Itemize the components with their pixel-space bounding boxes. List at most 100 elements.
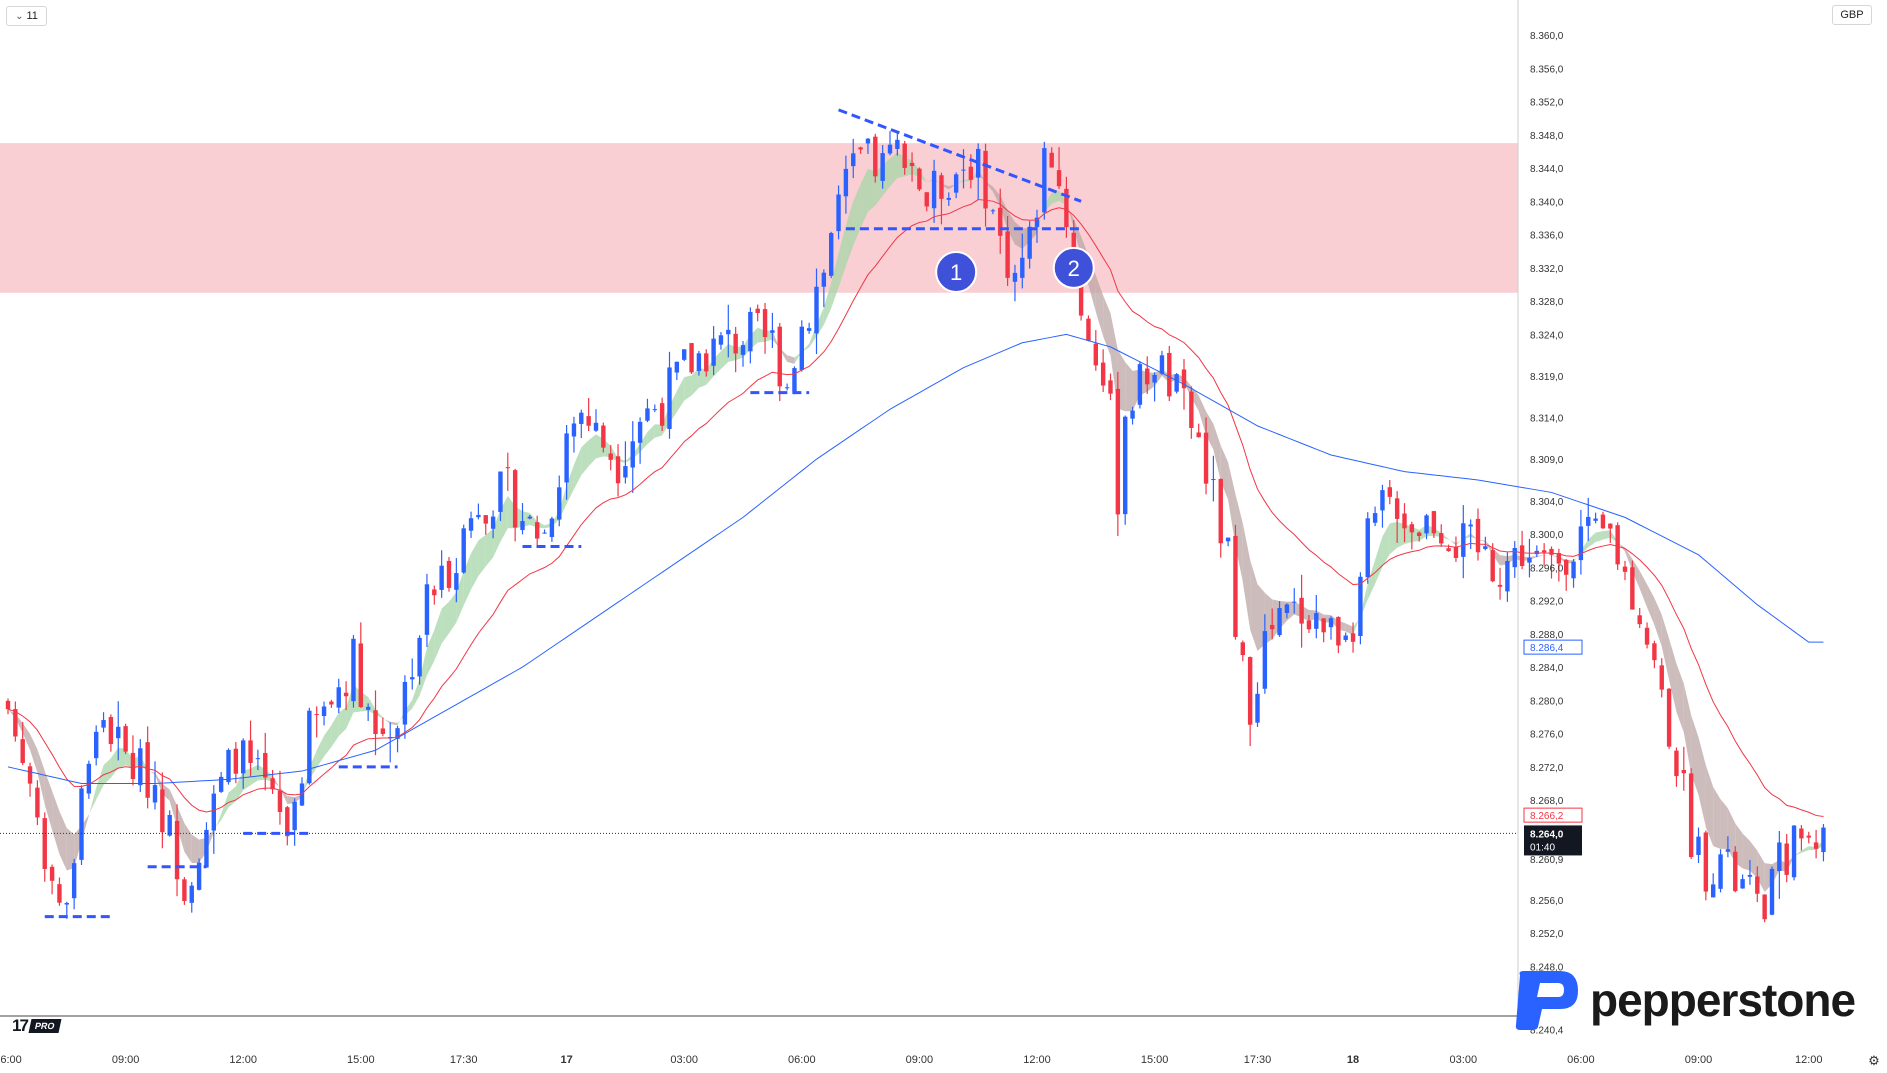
candle xyxy=(329,699,334,708)
candle xyxy=(527,514,533,520)
candle xyxy=(1365,512,1370,584)
candle-body xyxy=(792,368,797,392)
candle xyxy=(983,143,988,227)
candle xyxy=(821,269,827,308)
ema-ribbon-segment xyxy=(1654,598,1662,647)
candle-body xyxy=(314,714,319,716)
marker-2[interactable]: 2 xyxy=(1052,246,1095,289)
candle xyxy=(1453,536,1459,562)
candle xyxy=(277,770,283,825)
ema-ribbon-segment xyxy=(823,282,832,325)
candle-body xyxy=(1292,601,1297,603)
ema-ribbon-segment xyxy=(1095,275,1104,337)
candle xyxy=(1020,233,1025,289)
candle-body xyxy=(1372,513,1378,523)
candle-body xyxy=(902,143,907,168)
ema-ribbon-segment xyxy=(338,707,347,737)
candle xyxy=(755,304,760,322)
time-axis[interactable]: 06:00 09:00 12:00 15:00 17:30 17 03:00 06:00 09:… xyxy=(0,1054,1823,1066)
ema-ribbon-segment xyxy=(860,168,868,229)
candle xyxy=(696,350,702,376)
candle xyxy=(1056,147,1062,190)
price-tick-label: 8.319,0 xyxy=(1530,372,1564,383)
ema-ribbon-segment xyxy=(1242,523,1251,630)
candle-body xyxy=(1189,391,1194,428)
candle xyxy=(931,159,937,223)
price-tick-label: 8.332,0 xyxy=(1530,264,1564,275)
candle xyxy=(1380,484,1385,528)
trendline[interactable] xyxy=(838,108,1082,203)
marker-1[interactable]: 1 xyxy=(935,251,978,294)
candle-body xyxy=(1688,773,1694,858)
candle-body xyxy=(1674,750,1679,777)
candle xyxy=(1652,640,1657,669)
candle xyxy=(1769,866,1775,916)
candle-body xyxy=(1578,526,1584,561)
currency-button[interactable]: GBP xyxy=(1832,5,1872,25)
candle-body xyxy=(645,408,650,421)
candle-body xyxy=(1615,525,1620,565)
candle xyxy=(116,701,121,761)
candle xyxy=(358,622,363,708)
candle xyxy=(1211,455,1216,502)
ema-ribbon-segment xyxy=(1000,195,1008,231)
ema-red-value-tag xyxy=(1523,807,1583,823)
candle-body xyxy=(1417,532,1422,536)
candles-layer xyxy=(5,131,1826,923)
candle xyxy=(615,444,621,497)
candle xyxy=(674,361,680,380)
candle xyxy=(1255,682,1260,727)
ema-blue-line xyxy=(7,333,1824,785)
candle-body xyxy=(1505,560,1510,592)
price-tick-label: 8.240,4 xyxy=(1530,1026,1564,1037)
candle xyxy=(160,772,165,849)
candle xyxy=(299,777,305,806)
candle-body xyxy=(490,516,496,529)
candle-body xyxy=(777,326,782,387)
candle xyxy=(1549,546,1554,579)
candle xyxy=(1189,386,1194,439)
candle-body xyxy=(1586,516,1591,526)
candle xyxy=(1387,479,1392,505)
candle xyxy=(35,780,40,826)
candle-body xyxy=(571,423,577,437)
candle-body xyxy=(86,763,92,794)
candle-body xyxy=(123,726,128,752)
candle-body xyxy=(1718,854,1723,889)
marker-label: 2 xyxy=(1068,256,1080,281)
ema-ribbon-segment xyxy=(1713,786,1721,849)
candle xyxy=(1733,846,1738,893)
candle-body xyxy=(1262,631,1268,689)
candle xyxy=(226,748,231,785)
ema-ribbon-segment xyxy=(456,570,464,623)
candle-body xyxy=(321,706,327,716)
ema-ribbon-segment xyxy=(191,834,200,864)
ema-ribbon-segment xyxy=(1198,395,1207,436)
ema-ribbon-segment xyxy=(96,765,104,800)
candle-body xyxy=(998,207,1003,236)
candle-body xyxy=(461,528,466,573)
candle-body xyxy=(152,785,158,803)
marker-circle xyxy=(935,251,978,294)
ema-red-line xyxy=(7,199,1824,817)
time-tick-label: 09:00 xyxy=(906,1054,934,1066)
candle xyxy=(1225,537,1231,547)
interval-button[interactable]: ⌄ 11 xyxy=(6,6,47,26)
candle xyxy=(1813,829,1819,859)
candle-body xyxy=(1358,576,1363,637)
candle-body xyxy=(1380,490,1385,511)
candle xyxy=(887,131,893,156)
candle-body xyxy=(1497,584,1503,587)
candle-body xyxy=(939,175,944,199)
candle-body xyxy=(1747,874,1753,877)
candle-body xyxy=(755,308,760,314)
gear-icon[interactable]: ⚙ xyxy=(1868,1053,1880,1068)
candle xyxy=(167,810,172,837)
price-axis[interactable]: 8.360,0 8.356,0 8.352,0 8.348,0 8.344,0 8.340… xyxy=(1523,31,1583,1037)
candle-body xyxy=(1086,318,1091,341)
candle xyxy=(1527,538,1532,578)
candle xyxy=(285,805,290,846)
candle xyxy=(1630,560,1635,610)
last-price-label: 8.264,0 xyxy=(1530,829,1564,840)
